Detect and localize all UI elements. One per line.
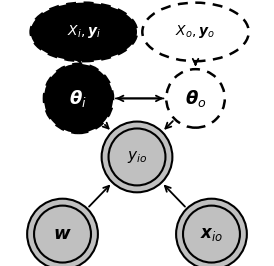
Circle shape — [27, 199, 98, 266]
Circle shape — [44, 64, 113, 133]
Text: $y_{io}$: $y_{io}$ — [127, 149, 147, 165]
Circle shape — [183, 206, 240, 263]
Text: $\boldsymbol{x}_{io}$: $\boldsymbol{x}_{io}$ — [200, 225, 223, 243]
Circle shape — [109, 128, 165, 185]
Ellipse shape — [31, 3, 137, 61]
Text: $\boldsymbol{\theta}_o$: $\boldsymbol{\theta}_o$ — [185, 88, 206, 109]
Circle shape — [166, 69, 225, 128]
Circle shape — [34, 206, 91, 263]
Circle shape — [102, 122, 172, 192]
Ellipse shape — [142, 3, 249, 61]
Circle shape — [176, 199, 247, 266]
Text: $X_i, \boldsymbol{y}_i$: $X_i, \boldsymbol{y}_i$ — [67, 23, 101, 40]
Text: $\boldsymbol{w}$: $\boldsymbol{w}$ — [53, 225, 72, 243]
Text: $X_o, \boldsymbol{y}_o$: $X_o, \boldsymbol{y}_o$ — [175, 23, 216, 40]
Text: $\boldsymbol{\theta}_i$: $\boldsymbol{\theta}_i$ — [70, 88, 87, 109]
